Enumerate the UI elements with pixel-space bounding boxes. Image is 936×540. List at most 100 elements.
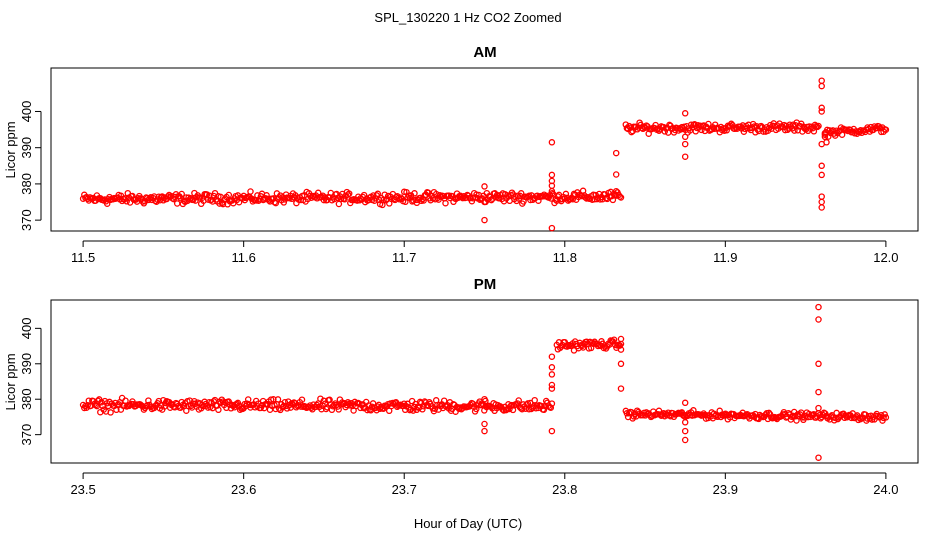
am-point xyxy=(173,200,181,207)
am-panel-title: AM xyxy=(473,44,496,61)
figure-title: SPL_130220 1 Hz CO2 Zoomed xyxy=(374,10,561,25)
am-point xyxy=(247,188,254,195)
pm-x-tick-label: 23.7 xyxy=(392,482,417,497)
pm-y-tick-label: 380 xyxy=(19,388,34,410)
pm-point xyxy=(215,406,222,414)
am-point xyxy=(345,190,353,197)
am-point xyxy=(562,190,570,198)
pm-outlier-point xyxy=(617,360,625,368)
am-outlier-point xyxy=(481,216,488,224)
am-point xyxy=(411,190,418,197)
am-point xyxy=(617,194,625,201)
am-y-tick-label: 370 xyxy=(19,209,34,231)
am-point xyxy=(692,128,699,135)
pm-point xyxy=(161,403,168,410)
am-outlier-point xyxy=(481,183,488,190)
pm-outlier-point xyxy=(548,364,556,371)
pm-x-tick-label: 23.8 xyxy=(552,482,577,497)
pm-outlier-point xyxy=(481,427,488,435)
pm-point xyxy=(473,405,480,413)
am-point xyxy=(843,126,850,133)
am-outlier-point xyxy=(548,139,556,146)
am-y-tick-label: 400 xyxy=(19,101,34,123)
pm-panel-title: PM xyxy=(474,276,497,293)
pm-point xyxy=(94,397,102,405)
am-y-tick-label: 390 xyxy=(19,137,34,159)
am-point xyxy=(335,200,343,208)
am-outlier-point xyxy=(818,162,825,170)
am-outlier-point xyxy=(821,133,829,141)
am-outlier-point xyxy=(818,108,825,115)
am-x-tick-label: 11.6 xyxy=(231,250,255,265)
am-outlier-point xyxy=(818,193,825,200)
pm-x-tick-label: 23.9 xyxy=(713,482,738,497)
pm-outlier-point xyxy=(617,335,625,343)
pm-point xyxy=(107,409,114,416)
pm-point xyxy=(579,344,587,351)
pm-axes: 23.5 23.6 23.7 23.8 23.9 24.0 370 380 390 400 xyxy=(19,317,899,497)
am-x-tick-label: 11.5 xyxy=(71,250,95,265)
pm-point xyxy=(531,396,538,404)
am-outlier-point xyxy=(821,129,829,137)
am-outlier-point xyxy=(818,82,825,90)
am-outlier-point xyxy=(818,171,825,179)
am-outlier-point xyxy=(548,177,556,185)
pm-outlier-point xyxy=(815,316,822,323)
pm-point xyxy=(548,400,556,407)
pm-plot-frame xyxy=(50,299,919,464)
pm-outlier-point xyxy=(815,360,822,368)
am-outlier-point xyxy=(548,224,556,232)
am-axes: 11.5 11.6 11.7 11.8 11.9 12.0 370 380 390 400 xyxy=(19,101,899,265)
x-axis-label: Hour of Day (UTC) xyxy=(414,516,522,531)
pm-point xyxy=(856,414,863,422)
am-outlier-point xyxy=(818,77,825,84)
am-point xyxy=(374,190,382,198)
pm-outlier-point xyxy=(681,436,689,444)
pm-outlier-point xyxy=(481,395,488,403)
pm-outlier-point xyxy=(548,385,556,392)
am-outlier-point xyxy=(818,198,825,206)
pm-point xyxy=(330,401,338,409)
am-point xyxy=(344,191,352,198)
am-point xyxy=(280,199,288,206)
am-points xyxy=(79,77,890,232)
am-point xyxy=(705,120,712,128)
am-point xyxy=(757,122,765,130)
am-point xyxy=(838,131,846,138)
pm-y-tick-label: 390 xyxy=(19,353,34,375)
pm-y-axis-label: Licor ppm xyxy=(3,353,18,410)
am-outlier-point xyxy=(612,149,620,157)
pm-point xyxy=(373,406,380,414)
am-point xyxy=(697,122,704,130)
pm-point xyxy=(785,409,792,417)
am-point xyxy=(122,194,129,202)
am-plot-frame xyxy=(50,67,919,232)
pm-point xyxy=(881,411,888,418)
am-x-tick-label: 11.7 xyxy=(392,250,416,265)
am-point xyxy=(196,194,204,201)
pm-x-tick-label: 23.6 xyxy=(231,482,256,497)
pm-outlier-point xyxy=(617,346,625,353)
pm-x-tick-label: 24.0 xyxy=(873,482,898,497)
am-point xyxy=(263,192,270,199)
am-point xyxy=(178,190,185,198)
pm-point xyxy=(882,414,890,421)
am-outlier-point xyxy=(818,204,825,211)
pm-point xyxy=(298,396,306,403)
am-point xyxy=(225,191,233,199)
pm-point xyxy=(540,406,548,414)
pm-points xyxy=(79,303,890,461)
pm-point xyxy=(404,400,411,408)
pm-outlier-point xyxy=(815,388,822,396)
pm-outlier-point xyxy=(681,419,689,426)
am-point xyxy=(829,127,837,134)
pm-outlier-point xyxy=(548,371,556,378)
am-outlier-point xyxy=(548,171,556,179)
am-outlier-point xyxy=(612,187,620,195)
am-y-tick-label: 380 xyxy=(19,173,34,195)
am-x-tick-label: 11.9 xyxy=(713,250,737,265)
am-point xyxy=(341,196,348,203)
pm-outlier-point xyxy=(548,427,556,435)
am-point xyxy=(488,196,495,204)
pm-point xyxy=(225,398,232,405)
